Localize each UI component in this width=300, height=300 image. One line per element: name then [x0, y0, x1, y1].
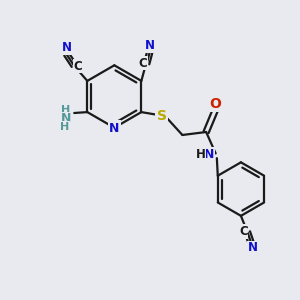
- Text: H: H: [60, 122, 70, 132]
- Text: N: N: [145, 39, 155, 52]
- Text: C: C: [73, 59, 82, 73]
- Text: N: N: [61, 41, 71, 54]
- Text: H: H: [61, 105, 70, 115]
- Text: S: S: [157, 109, 166, 123]
- Text: H: H: [196, 148, 206, 161]
- Text: C: C: [139, 57, 147, 70]
- Text: N: N: [248, 242, 257, 254]
- Text: O: O: [209, 97, 221, 111]
- Text: N: N: [204, 148, 214, 161]
- Text: C: C: [239, 225, 248, 238]
- Text: N: N: [61, 112, 71, 125]
- Text: N: N: [109, 122, 119, 134]
